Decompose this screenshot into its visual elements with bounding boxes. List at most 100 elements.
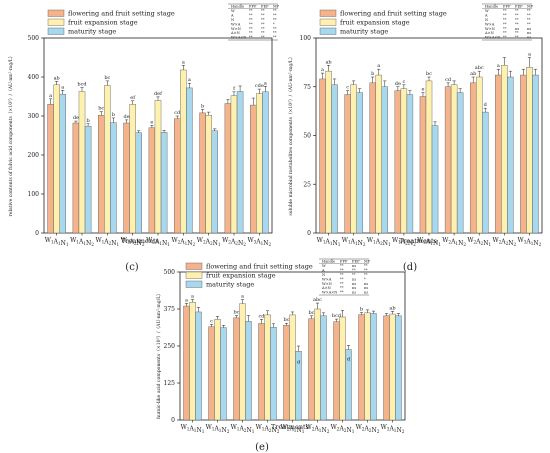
- significance-label: de: [124, 114, 130, 120]
- table-cell: N: [322, 273, 325, 277]
- legend-label: flowering and fruit setting stage: [68, 10, 175, 18]
- x-tick-label: W1A1N2: [206, 424, 230, 434]
- table-cell: **: [261, 31, 265, 35]
- significance-label: b: [371, 71, 374, 77]
- table-header-cell: MP: [527, 5, 534, 9]
- legend-label: maturity stage: [340, 28, 388, 36]
- table-cell: *: [364, 277, 366, 281]
- y-tick-label: 500: [164, 269, 176, 276]
- bar: [369, 82, 376, 234]
- bar: [476, 76, 483, 234]
- bar: [148, 127, 156, 234]
- table-cell: A×N: [321, 286, 331, 290]
- significance-label: a: [49, 93, 52, 99]
- table-header-cell: FEP: [352, 260, 360, 264]
- table-cell: N: [485, 18, 488, 22]
- x-tick-label: W2A1N2: [306, 424, 330, 434]
- table-cell: W: [231, 9, 235, 13]
- significance-label: a: [61, 84, 64, 90]
- bar: [189, 301, 196, 421]
- table-cell: **: [364, 273, 368, 277]
- bar: [236, 91, 244, 234]
- significance-label: d: [484, 102, 488, 108]
- significance-label: a: [321, 67, 324, 73]
- table-cell: W×N: [231, 27, 241, 31]
- x-tick-label: W2A1N2: [171, 237, 195, 247]
- bar: [220, 327, 227, 421]
- table-cell: **: [515, 31, 519, 35]
- y-tick-label: 250: [164, 343, 176, 350]
- table-cell: **: [340, 264, 344, 268]
- significance-label: cde: [255, 83, 264, 89]
- bar: [262, 91, 269, 234]
- significance-label: f: [233, 86, 236, 92]
- table-cell: **: [503, 14, 507, 18]
- significance-label: b: [360, 307, 363, 313]
- bar: [160, 132, 168, 234]
- table-header-cell: Handle: [322, 260, 335, 264]
- legend-swatch: [319, 27, 337, 35]
- bar: [264, 314, 271, 421]
- bar: [72, 122, 80, 234]
- panel-label: (c): [125, 262, 139, 273]
- panel-label: (e): [255, 442, 269, 453]
- table-cell: W×A: [485, 22, 495, 26]
- bar: [419, 96, 427, 234]
- y-tick-label: 100: [28, 191, 40, 198]
- bar: [314, 308, 321, 421]
- x-tick-label: W2A1N2: [442, 237, 466, 247]
- table-cell: ns: [352, 291, 356, 295]
- table-cell: **: [515, 18, 519, 22]
- table-cell: *: [273, 22, 275, 26]
- table-cell: **: [352, 269, 356, 273]
- significance-label: def: [154, 91, 163, 97]
- bar: [129, 104, 136, 234]
- significance-label: ab: [389, 305, 395, 311]
- significance-label: d: [297, 360, 301, 366]
- significance-label: d: [347, 357, 351, 363]
- x-tick-label: W2A1N1: [146, 237, 170, 247]
- table-cell: **: [503, 18, 507, 22]
- bar: [350, 84, 357, 234]
- significance-label: a: [497, 63, 500, 69]
- table-cell: **: [340, 291, 344, 295]
- significance-label: c: [210, 318, 213, 324]
- table-cell: **: [503, 27, 507, 31]
- table-cell: **: [273, 14, 277, 18]
- table-cell: **: [527, 18, 531, 22]
- legend-swatch: [319, 9, 337, 17]
- x-tick-label: W1A2N2: [392, 237, 416, 247]
- x-tick-label: W3A1N2: [518, 237, 542, 247]
- y-tick-label: 50: [303, 133, 311, 140]
- bar: [495, 74, 502, 234]
- bar: [214, 319, 221, 421]
- bar: [482, 111, 489, 234]
- table-cell: **: [515, 36, 519, 40]
- bar: [123, 122, 130, 234]
- x-tick-label: W1A2N1: [367, 237, 391, 247]
- bar: [431, 125, 439, 234]
- panel-label: (d): [403, 262, 417, 273]
- bar: [224, 103, 232, 234]
- table-cell: ns: [527, 27, 531, 31]
- bar: [195, 311, 202, 421]
- legend-label: maturity stage: [206, 281, 254, 289]
- x-axis-title: Treatments: [399, 237, 437, 245]
- table-cell: **: [503, 9, 507, 13]
- bar: [53, 84, 60, 234]
- significance-label: de: [395, 81, 401, 87]
- bar: [84, 125, 92, 234]
- significance-label: e: [421, 87, 424, 93]
- table-cell: **: [340, 286, 344, 290]
- x-tick-label: W1A2N1: [231, 424, 255, 434]
- table-cell: **: [249, 27, 253, 31]
- table-cell: ns: [527, 31, 531, 35]
- table-header-cell: MP: [364, 260, 371, 264]
- bar: [381, 86, 389, 234]
- significance-label: a: [264, 80, 267, 86]
- table-cell: ns: [352, 282, 356, 286]
- table-cell: **: [261, 14, 265, 18]
- x-tick-label: W2A1N1: [417, 237, 441, 247]
- x-tick-label: W1A1N1: [45, 237, 69, 247]
- bar: [205, 115, 212, 234]
